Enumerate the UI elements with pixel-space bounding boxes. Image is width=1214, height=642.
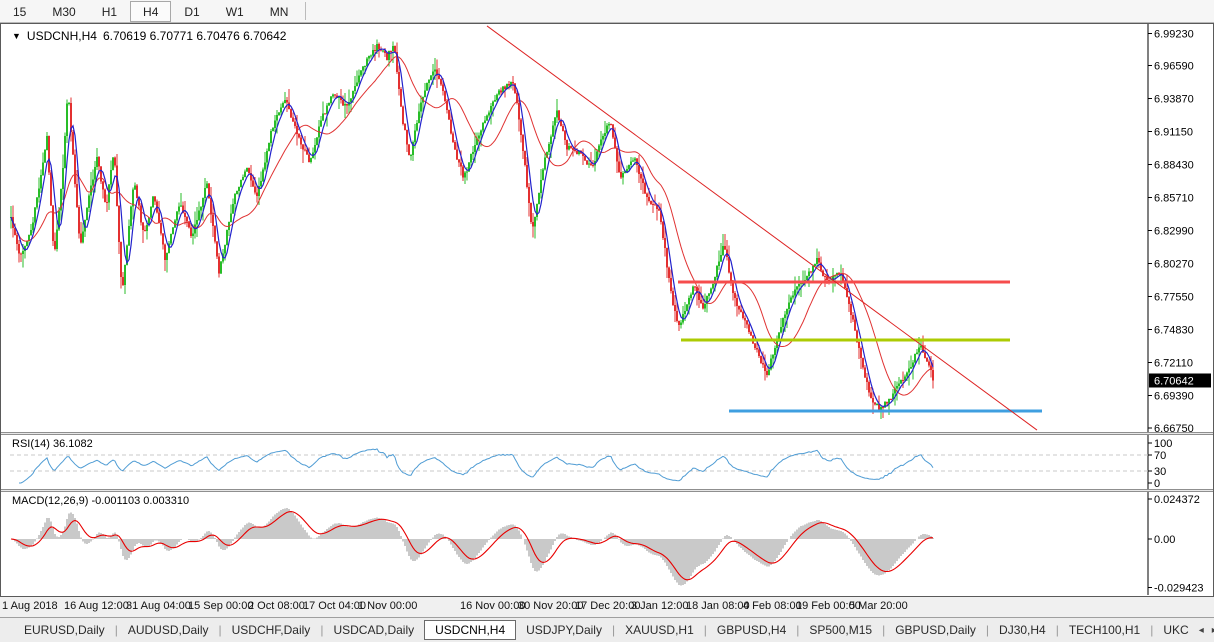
- svg-text:6.74830: 6.74830: [1154, 325, 1194, 337]
- chart-ohlc-values: 6.70619 6.70771 6.70476 6.70642: [102, 29, 287, 43]
- time-axis-label: 18 Jan 08:00: [686, 600, 750, 612]
- svg-text:70: 70: [1154, 450, 1166, 462]
- time-axis-label: 17 Oct 04:00: [303, 600, 366, 612]
- chart-tab-dj30-h4[interactable]: DJ30,H4: [999, 623, 1046, 637]
- chart-tab-usdcad-daily[interactable]: USDCAD,Daily: [333, 623, 415, 637]
- tab-separator: |: [611, 623, 616, 637]
- toolbar-separator: [305, 2, 307, 20]
- svg-text:6.91150: 6.91150: [1154, 126, 1193, 138]
- tab-separator: |: [882, 623, 886, 637]
- svg-text:6.85710: 6.85710: [1154, 193, 1194, 205]
- svg-text:6.82990: 6.82990: [1154, 226, 1194, 238]
- svg-text:6.96590: 6.96590: [1154, 60, 1194, 72]
- svg-text:100: 100: [1154, 438, 1172, 450]
- chart-window: ▼ USDCNH,H4 6.70619 6.70771 6.70476 6.70…: [0, 23, 1214, 597]
- chart-tab-usdcnh-h4[interactable]: USDCNH,H4: [424, 620, 517, 640]
- chart-tab-usdchf-daily[interactable]: USDCHF,Daily: [231, 623, 311, 637]
- rsi-label: RSI(14) 36.1082: [12, 438, 93, 450]
- tab-separator: |: [218, 623, 222, 637]
- tab-separator: |: [1055, 623, 1059, 637]
- chart-tab-eurusd-daily[interactable]: EURUSD,Daily: [24, 623, 105, 637]
- svg-text:6.93870: 6.93870: [1154, 93, 1194, 105]
- tab-separator: |: [114, 623, 118, 637]
- svg-text:-0.029423: -0.029423: [1154, 582, 1204, 594]
- time-axis[interactable]: 1 Aug 2018 16 Aug 12:00 31 Aug 04:00 15 Sep…: [0, 597, 1214, 617]
- tab-separator: |: [703, 623, 707, 637]
- chart-tab-gbpusd-daily[interactable]: GBPUSD,Daily: [895, 623, 976, 637]
- tab-scroll-left-icon[interactable]: ◂: [1198, 624, 1204, 636]
- svg-text:0.00: 0.00: [1154, 534, 1175, 546]
- timeframe-button-15[interactable]: 15: [13, 4, 27, 19]
- timeframe-button-w1[interactable]: W1: [225, 4, 244, 19]
- macd-panel: MACD(12,26,9) -0.001103 0.003310 0.02437…: [2, 492, 1212, 595]
- panel-splitter[interactable]: [1, 432, 1213, 435]
- tab-separator: |: [1150, 623, 1154, 637]
- tab-separator: |: [985, 623, 990, 637]
- macd-label: MACD(12,26,9) -0.001103 0.003310: [12, 495, 190, 507]
- chart-tab-audusd-daily[interactable]: AUDUSD,Daily: [127, 623, 209, 637]
- tab-scroll-right-icon[interactable]: ▸: [1212, 625, 1214, 636]
- time-axis-label: 17 Dec 20:00: [575, 600, 641, 612]
- chart-tabbar: EURUSD,Daily | AUDUSD,Daily | USDCHF,Daily | U…: [0, 617, 1214, 642]
- time-axis-label: 4 Feb 08:00: [743, 600, 802, 612]
- tab-separator: |: [796, 623, 800, 637]
- svg-text:30: 30: [1154, 466, 1166, 478]
- svg-text:6.80270: 6.80270: [1154, 259, 1194, 271]
- time-axis-label: 16 Nov 00:00: [460, 600, 526, 612]
- time-axis-label: 1 Aug 2018: [2, 600, 58, 612]
- macd-canvas[interactable]: 0.024372 0.00 -0.029423: [2, 492, 1212, 595]
- panel-splitter[interactable]: [1, 489, 1213, 492]
- main-chart-panel: ▼ USDCNH,H4 6.70619 6.70771 6.70476 6.70…: [2, 24, 1212, 432]
- svg-text:6.99230: 6.99230: [1154, 28, 1194, 40]
- svg-text:6.88430: 6.88430: [1154, 159, 1194, 171]
- svg-text:6.69390: 6.69390: [1154, 391, 1194, 403]
- svg-text:6.77550: 6.77550: [1154, 292, 1194, 304]
- timeframe-button-h1[interactable]: H1: [101, 4, 118, 19]
- svg-text:0.024372: 0.024372: [1154, 494, 1200, 506]
- time-axis-label: 1 Nov 00:00: [358, 600, 418, 612]
- timeframe-toolbar: 15 M30 H1 H4 D1 W1 MN: [0, 0, 1214, 23]
- timeframe-button-m30[interactable]: M30: [52, 4, 76, 19]
- tab-separator: |: [320, 623, 324, 637]
- chart-title: ▼ USDCNH,H4 6.70619 6.70771 6.70476 6.70…: [12, 29, 286, 43]
- chart-tab-tech100-h1[interactable]: TECH100,H1: [1068, 623, 1141, 637]
- chart-tab-ukc[interactable]: UKC: [1163, 623, 1189, 637]
- time-axis-label: 2 Oct 08:00: [248, 600, 305, 612]
- chart-tab-sp500-m15[interactable]: SP500,M15: [809, 623, 873, 637]
- timeframe-button-mn[interactable]: MN: [269, 4, 289, 19]
- timeframe-button-d1[interactable]: D1: [184, 4, 200, 19]
- chart-tab-gbpusd-h4[interactable]: GBPUSD,H4: [716, 623, 787, 637]
- time-axis-label: 15 Sep 00:00: [188, 600, 254, 612]
- svg-text:6.66750: 6.66750: [1154, 423, 1194, 432]
- time-axis-label: 31 Aug 04:00: [126, 600, 191, 612]
- time-axis-label: 19 Feb 00:00: [796, 600, 861, 612]
- rsi-panel: RSI(14) 36.1082 100 70 30 0: [2, 435, 1212, 489]
- time-axis-label: 5 Mar 20:00: [849, 600, 908, 612]
- chart-tab-xauusd-h1[interactable]: XAUUSD,H1: [625, 623, 694, 637]
- chart-symbol-period: USDCNH,H4: [26, 29, 97, 43]
- svg-text:6.72110: 6.72110: [1154, 358, 1193, 370]
- time-axis-label: 3 Jan 12:00: [631, 600, 689, 612]
- timeframe-button-h4[interactable]: H4: [130, 0, 172, 22]
- chart-tab-usdjpy-daily[interactable]: USDJPY,Daily: [526, 623, 602, 637]
- main-chart-canvas[interactable]: 6.99230 6.96590 6.93870 6.91150 6.88430 6.857…: [2, 24, 1212, 432]
- time-axis-label: 30 Nov 20:00: [518, 600, 584, 612]
- time-axis-label: 16 Aug 12:00: [64, 600, 129, 612]
- svg-text:6.70642: 6.70642: [1154, 375, 1194, 387]
- svg-text:0: 0: [1154, 478, 1160, 489]
- chart-dropdown-icon[interactable]: ▼: [12, 31, 21, 41]
